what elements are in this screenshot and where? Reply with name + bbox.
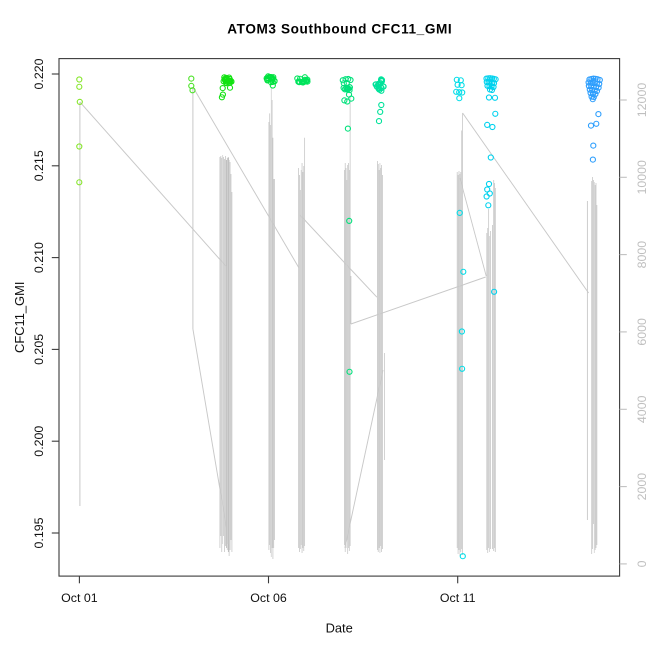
svg-text:10000: 10000 [635,160,649,195]
svg-text:Date: Date [326,620,353,635]
svg-text:Oct 06: Oct 06 [250,591,287,605]
svg-text:4000: 4000 [635,395,649,423]
svg-text:0: 0 [635,560,649,567]
svg-text:0.200: 0.200 [32,426,46,457]
svg-text:0.215: 0.215 [32,150,46,181]
svg-text:0.205: 0.205 [32,334,46,365]
svg-text:0.220: 0.220 [32,58,46,89]
svg-text:12000: 12000 [635,83,649,118]
svg-text:ATOM3 Southbound CFC11_GMI: ATOM3 Southbound CFC11_GMI [227,21,452,36]
svg-text:8000: 8000 [635,241,649,269]
svg-text:0.195: 0.195 [32,517,46,548]
svg-text:0.210: 0.210 [32,242,46,273]
svg-text:6000: 6000 [635,318,649,346]
svg-text:Oct 01: Oct 01 [61,591,98,605]
svg-text:Oct 11: Oct 11 [440,591,476,605]
svg-text:CFC11_GMI: CFC11_GMI [12,282,27,353]
svg-text:2000: 2000 [635,473,649,501]
